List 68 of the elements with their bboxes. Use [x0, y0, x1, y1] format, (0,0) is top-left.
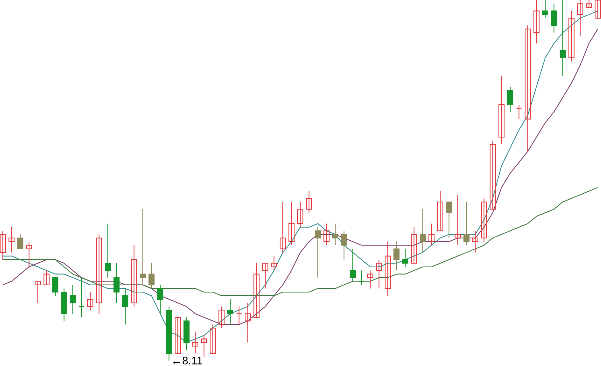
candlestick — [157, 284, 164, 315]
candlestick — [394, 242, 400, 272]
candlestick — [297, 202, 304, 228]
candlestick — [52, 278, 59, 296]
candlestick — [446, 202, 452, 239]
candlestick — [8, 227, 15, 254]
candlestick — [472, 230, 479, 254]
candlestick — [341, 230, 348, 260]
candlestick — [464, 202, 470, 246]
candlestick — [61, 288, 68, 322]
candlestick — [192, 332, 199, 354]
candlestick — [271, 256, 278, 272]
candlestick — [288, 202, 295, 246]
candlestick — [78, 278, 85, 318]
candlestick — [428, 224, 435, 246]
candlestick — [306, 191, 312, 214]
candlestick — [105, 224, 112, 278]
candlestick — [350, 248, 356, 282]
candlestick — [420, 209, 426, 254]
candlestick — [542, 0, 549, 19]
candlestick — [131, 245, 138, 308]
candlestick — [122, 288, 129, 326]
candlestick — [184, 317, 190, 351]
candlestick — [227, 299, 234, 326]
candlestick — [114, 263, 120, 304]
candlestick — [314, 227, 322, 278]
candlestick — [560, 0, 566, 77]
candlestick — [551, 4, 558, 34]
candlestick — [332, 224, 339, 246]
candlestick — [96, 234, 102, 315]
candlestick — [148, 263, 155, 290]
candlestick — [507, 86, 514, 113]
candlestick — [70, 284, 76, 315]
candlestick — [516, 104, 522, 120]
candlestick — [481, 198, 488, 242]
candlestick — [26, 242, 32, 268]
candlestick — [140, 209, 146, 286]
candlestick — [524, 25, 532, 152]
candlestick — [262, 263, 269, 290]
candlestick — [44, 270, 50, 286]
candlestick — [218, 306, 225, 329]
candlestick — [18, 234, 24, 250]
candlestick — [376, 260, 382, 290]
candlestick — [324, 224, 330, 246]
candlestick — [0, 230, 6, 260]
candlestick — [35, 281, 42, 304]
candlestick — [490, 140, 496, 210]
candlestick — [594, 0, 601, 19]
candlestick — [402, 248, 409, 268]
candlestick — [498, 76, 505, 146]
candlestick — [454, 194, 462, 246]
candlestick — [411, 227, 418, 264]
candlestick — [210, 324, 216, 354]
annotation: ←8.11 — [174, 357, 202, 365]
candlestick — [244, 302, 252, 344]
candlestick — [534, 0, 540, 44]
candlestick — [201, 335, 208, 358]
candlestick — [568, 10, 575, 62]
candlestick — [437, 191, 444, 232]
candlestick — [577, 0, 584, 37]
candlestick — [384, 242, 392, 296]
candlestick — [236, 306, 242, 326]
candlestick — [367, 270, 374, 290]
candlestick — [88, 292, 94, 311]
candlestick — [254, 263, 260, 318]
candlestick — [174, 317, 182, 354]
candlestick — [280, 202, 286, 254]
candlestick — [358, 270, 365, 286]
